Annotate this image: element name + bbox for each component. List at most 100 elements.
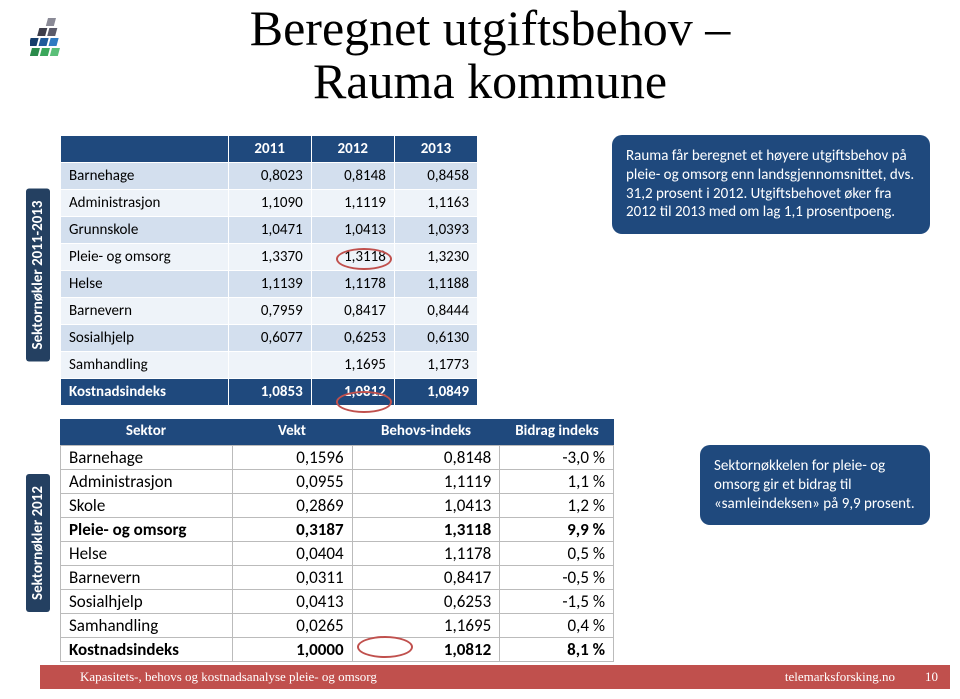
t1-cell-label: Helse bbox=[61, 271, 229, 298]
slide-title: Beregnet utgiftsbehov – Rauma kommune bbox=[140, 2, 840, 107]
t2-row: Barnehage0,15960,8148-3,0 % bbox=[61, 446, 614, 470]
t1-cell-value: 1,3230 bbox=[394, 244, 477, 271]
logo bbox=[30, 18, 86, 64]
sector-header-row: Sektor Vekt Behovs-indeks Bidrag indeks bbox=[60, 419, 614, 445]
t1-cell-value: 0,6130 bbox=[394, 325, 477, 352]
t2-cell-value: 0,6253 bbox=[352, 590, 500, 614]
vlabel-2011-2013: Sektornøkler 2011-2013 bbox=[26, 189, 50, 362]
callout-sektornokkel: Sektornøkkelen for pleie- og omsorg gir … bbox=[700, 445, 930, 525]
t2-total-value: 1,0812 bbox=[352, 638, 500, 662]
t2-cell-label: Barnevern bbox=[61, 566, 233, 590]
title-line1: Beregnet utgiftsbehov – bbox=[250, 0, 730, 56]
footer-bar: Kapasitets-, behovs og kostnadsanalyse p… bbox=[40, 665, 950, 689]
t2-cell-value: 0,1596 bbox=[232, 446, 352, 470]
t1-blank-header bbox=[61, 136, 229, 163]
table-sektornokler-2011-2013: 2011 2012 2013 Barnehage0,80230,81480,84… bbox=[60, 135, 478, 406]
t2-row: Skole0,28691,04131,2 % bbox=[61, 494, 614, 518]
t1-col-2012: 2012 bbox=[311, 136, 394, 163]
t2-cell-value: 0,8148 bbox=[352, 446, 500, 470]
t2-cell-value: 0,2869 bbox=[232, 494, 352, 518]
t2-cell-value: 0,0404 bbox=[232, 542, 352, 566]
t2-cell-value: 0,0955 bbox=[232, 470, 352, 494]
t1-cell-value: 0,8148 bbox=[311, 163, 394, 190]
t2-cell-value: -0,5 % bbox=[500, 566, 614, 590]
t2-cell-value: 0,0413 bbox=[232, 590, 352, 614]
t1-cell-value: 1,0393 bbox=[394, 217, 477, 244]
t2-cell-value: 1,1 % bbox=[500, 470, 614, 494]
t2-row: Pleie- og omsorg0,31871,31189,9 % bbox=[61, 518, 614, 542]
t1-col-2013: 2013 bbox=[394, 136, 477, 163]
t1-cell-value: 0,8417 bbox=[311, 298, 394, 325]
t2-total-value: 8,1 % bbox=[500, 638, 614, 662]
t1-cell-label: Barnevern bbox=[61, 298, 229, 325]
hdr-vekt: Vekt bbox=[232, 419, 352, 445]
t2-cell-value: 0,5 % bbox=[500, 542, 614, 566]
t2-row-total: Kostnadsindeks1,00001,08128,1 % bbox=[61, 638, 614, 662]
t1-total-value: 1,0812 bbox=[311, 379, 394, 406]
t1-row: Sosialhjelp0,60770,62530,6130 bbox=[61, 325, 478, 352]
t1-cell-value: 1,0471 bbox=[228, 217, 311, 244]
t1-col-2011: 2011 bbox=[228, 136, 311, 163]
t1-cell-label: Sosialhjelp bbox=[61, 325, 229, 352]
t1-cell-value: 1,1188 bbox=[394, 271, 477, 298]
t1-row: Pleie- og omsorg1,33701,31181,3230 bbox=[61, 244, 478, 271]
t1-cell-label: Barnehage bbox=[61, 163, 229, 190]
t1-cell-label: Grunnskole bbox=[61, 217, 229, 244]
footer-page-number: 10 bbox=[925, 669, 950, 685]
hdr-bidrag: Bidrag indeks bbox=[500, 419, 614, 445]
t1-total-value: 1,0853 bbox=[228, 379, 311, 406]
vlabel-2011-2013-wrap: Sektornøkler 2011-2013 bbox=[26, 135, 50, 415]
t2-row: Helse0,04041,11780,5 % bbox=[61, 542, 614, 566]
t1-cell-value: 1,3370 bbox=[228, 244, 311, 271]
t2-cell-value: 1,1119 bbox=[352, 470, 500, 494]
t1-cell-value: 1,1773 bbox=[394, 352, 477, 379]
t2-cell-value: 0,3187 bbox=[232, 518, 352, 542]
t2-cell-value: 1,3118 bbox=[352, 518, 500, 542]
table-sektornokler-2012: Barnehage0,15960,8148-3,0 %Administrasjo… bbox=[60, 445, 614, 662]
t2-total-label: Kostnadsindeks bbox=[61, 638, 233, 662]
t1-cell-value: 1,1178 bbox=[311, 271, 394, 298]
t1-cell-value: 1,0413 bbox=[311, 217, 394, 244]
t1-cell-value: 1,1090 bbox=[228, 190, 311, 217]
footer-text: Kapasitets-, behovs og kostnadsanalyse p… bbox=[40, 669, 785, 685]
t1-row: Barnevern0,79590,84170,8444 bbox=[61, 298, 478, 325]
t1-row: Samhandling1,16951,1773 bbox=[61, 352, 478, 379]
t2-cell-value: 1,0413 bbox=[352, 494, 500, 518]
t1-cell-value: 1,3118 bbox=[311, 244, 394, 271]
hdr-behovs: Behovs-indeks bbox=[352, 419, 500, 445]
hdr-sektor: Sektor bbox=[60, 419, 232, 445]
callout-utgiftsbehov: Rauma får beregnet et høyere utgiftsbeho… bbox=[612, 135, 930, 234]
t1-row: Helse1,11391,11781,1188 bbox=[61, 271, 478, 298]
t1-cell-value: 1,1119 bbox=[311, 190, 394, 217]
t2-cell-value: 0,4 % bbox=[500, 614, 614, 638]
vlabel-2012: Sektornøkler 2012 bbox=[26, 474, 50, 612]
t2-row: Administrasjon0,09551,11191,1 % bbox=[61, 470, 614, 494]
t2-row: Sosialhjelp0,04130,6253-1,5 % bbox=[61, 590, 614, 614]
t2-cell-value: -3,0 % bbox=[500, 446, 614, 470]
t1-row: Grunnskole1,04711,04131,0393 bbox=[61, 217, 478, 244]
t2-cell-label: Helse bbox=[61, 542, 233, 566]
t1-cell-value: 0,8458 bbox=[394, 163, 477, 190]
t1-cell-value: 0,7959 bbox=[228, 298, 311, 325]
t1-cell-value: 1,1163 bbox=[394, 190, 477, 217]
vlabel-2012-wrap: Sektornøkler 2012 bbox=[26, 438, 50, 648]
t2-cell-label: Administrasjon bbox=[61, 470, 233, 494]
t2-row: Barnevern0,03110,8417-0,5 % bbox=[61, 566, 614, 590]
t2-cell-value: 1,1178 bbox=[352, 542, 500, 566]
t1-total-value: 1,0849 bbox=[394, 379, 477, 406]
t1-cell-label: Pleie- og omsorg bbox=[61, 244, 229, 271]
t1-cell-value: 1,1695 bbox=[311, 352, 394, 379]
t2-cell-label: Skole bbox=[61, 494, 233, 518]
t2-cell-label: Sosialhjelp bbox=[61, 590, 233, 614]
t2-cell-value: 1,1695 bbox=[352, 614, 500, 638]
t1-cell-value: 0,8444 bbox=[394, 298, 477, 325]
t2-cell-label: Pleie- og omsorg bbox=[61, 518, 233, 542]
t1-total-label: Kostnadsindeks bbox=[61, 379, 229, 406]
t1-cell-value bbox=[228, 352, 311, 379]
footer-link: telemarksforsking.no bbox=[785, 669, 925, 685]
t1-row: Barnehage0,80230,81480,8458 bbox=[61, 163, 478, 190]
t2-row: Samhandling0,02651,16950,4 % bbox=[61, 614, 614, 638]
t2-total-value: 1,0000 bbox=[232, 638, 352, 662]
title-line2: Rauma kommune bbox=[313, 53, 667, 109]
t2-cell-value: 9,9 % bbox=[500, 518, 614, 542]
